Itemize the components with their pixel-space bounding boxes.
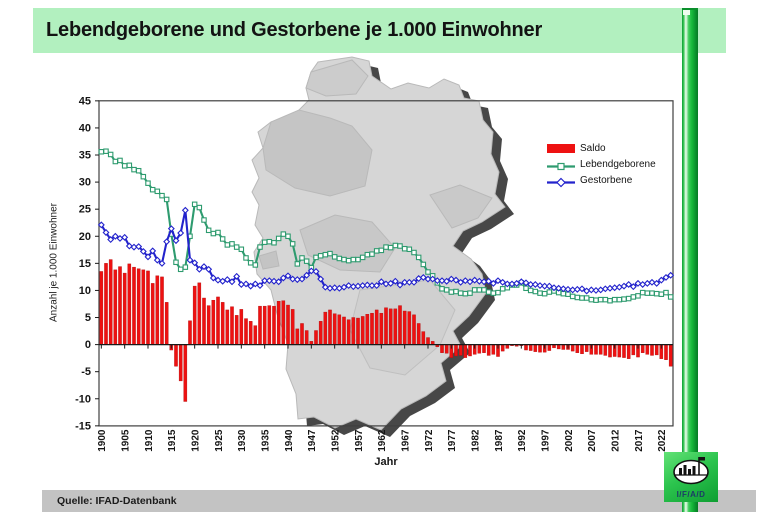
plot-area: -15 -10 -5 0 5 10 15 20 25 30 35 40 45 1900 1905 1910 19… [75,95,675,452]
legend-label: Gestorbene [580,174,633,186]
svg-text:15: 15 [79,258,91,270]
x-axis-title: Jahr [374,456,398,468]
births-line-swatch-icon [547,159,575,170]
map-state-saar [258,250,280,270]
svg-text:1962: 1962 [377,429,388,452]
source-text: Quelle: IFAD-Datenbank [57,495,177,507]
svg-text:1982: 1982 [470,429,481,452]
header-band: Lebendgeborene und Gestorbene je 1.000 E… [33,8,726,53]
ifad-logo: I/F/A/D [664,452,718,502]
svg-text:-15: -15 [75,420,91,432]
ifad-logo-text: I/F/A/D [676,490,706,499]
legend-item-gestorbene: Gestorbene [547,173,656,187]
map-state-sachsen [429,184,493,229]
ifad-logo-icon [673,457,709,485]
green-pipe-decoration [682,8,698,512]
svg-text:1925: 1925 [214,429,225,452]
germany-map [251,56,514,437]
svg-text:30: 30 [79,177,91,189]
svg-text:1920: 1920 [190,429,201,452]
svg-text:25: 25 [79,204,91,216]
y-axis-title: Anzahl je 1.000 Einwohner [48,203,60,322]
legend-label: Lebendgeborene [580,158,656,170]
svg-text:1947: 1947 [307,429,318,452]
svg-text:2022: 2022 [657,429,668,452]
legend-item-saldo: Saldo [547,141,656,155]
svg-text:2017: 2017 [634,429,645,452]
legend: Saldo Lebendgeborene Gestorbene [547,141,656,189]
svg-text:1930: 1930 [237,429,248,452]
svg-text:0: 0 [85,339,91,351]
svg-text:1915: 1915 [167,429,178,452]
svg-text:1900: 1900 [97,429,108,452]
svg-text:1910: 1910 [144,429,155,452]
svg-text:1992: 1992 [517,429,528,452]
svg-text:1957: 1957 [354,429,365,452]
svg-text:10: 10 [79,285,91,297]
svg-text:1987: 1987 [494,429,505,452]
svg-text:2007: 2007 [587,429,598,452]
page-title: Lebendgeborene und Gestorbene je 1.000 E… [46,19,543,41]
svg-text:1997: 1997 [540,429,551,452]
svg-text:-10: -10 [75,393,91,405]
footer-band: Quelle: IFAD-Datenbank [42,490,756,512]
map-state-niedersachsen [262,109,373,197]
saldo-swatch-icon [547,144,575,153]
legend-item-lebendgeborene: Lebendgeborene [547,157,656,171]
svg-text:5: 5 [85,312,91,324]
svg-text:1977: 1977 [447,429,458,452]
svg-text:2012: 2012 [610,429,621,452]
svg-text:1952: 1952 [330,429,341,452]
svg-text:1967: 1967 [400,429,411,452]
svg-text:1972: 1972 [424,429,435,452]
legend-label: Saldo [580,142,606,154]
svg-text:1935: 1935 [260,429,271,452]
svg-text:20: 20 [79,231,91,243]
svg-text:2002: 2002 [564,429,575,452]
svg-text:35: 35 [79,150,91,162]
svg-text:1940: 1940 [284,429,295,452]
svg-text:1905: 1905 [120,429,131,452]
pipe-cap [683,10,690,15]
svg-text:45: 45 [79,95,91,107]
svg-text:-5: -5 [81,366,91,378]
map-state-schleswig [305,59,369,97]
deaths-line-swatch-icon [547,175,575,187]
svg-text:40: 40 [79,122,91,134]
